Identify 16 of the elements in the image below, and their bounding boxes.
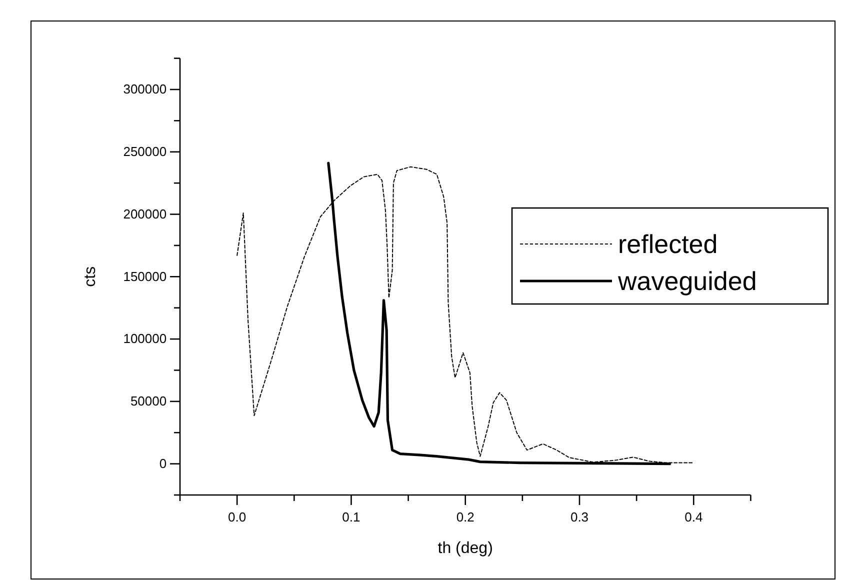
legend-label: waveguided [617,266,757,296]
x-tick-label: 0.4 [684,509,703,524]
x-tick-label: 0.3 [570,509,589,524]
y-tick-label: 250000 [123,144,167,160]
x-axis-title: th (deg) [438,540,493,557]
y-tick-label: 100000 [123,331,167,346]
y-axis-title: cts [82,266,99,287]
y-tick-label: 300000 [123,82,167,97]
legend-label: reflected [618,229,718,259]
y-tick-label: 0 [159,456,167,471]
x-tick-label: 0.0 [228,509,246,524]
y-tick-label: 50000 [130,394,167,409]
y-tick-label: 200000 [123,206,167,222]
x-tick-label: 0.2 [456,509,474,524]
x-tick-label: 0.1 [342,509,360,524]
y-tick-label: 150000 [123,268,167,284]
